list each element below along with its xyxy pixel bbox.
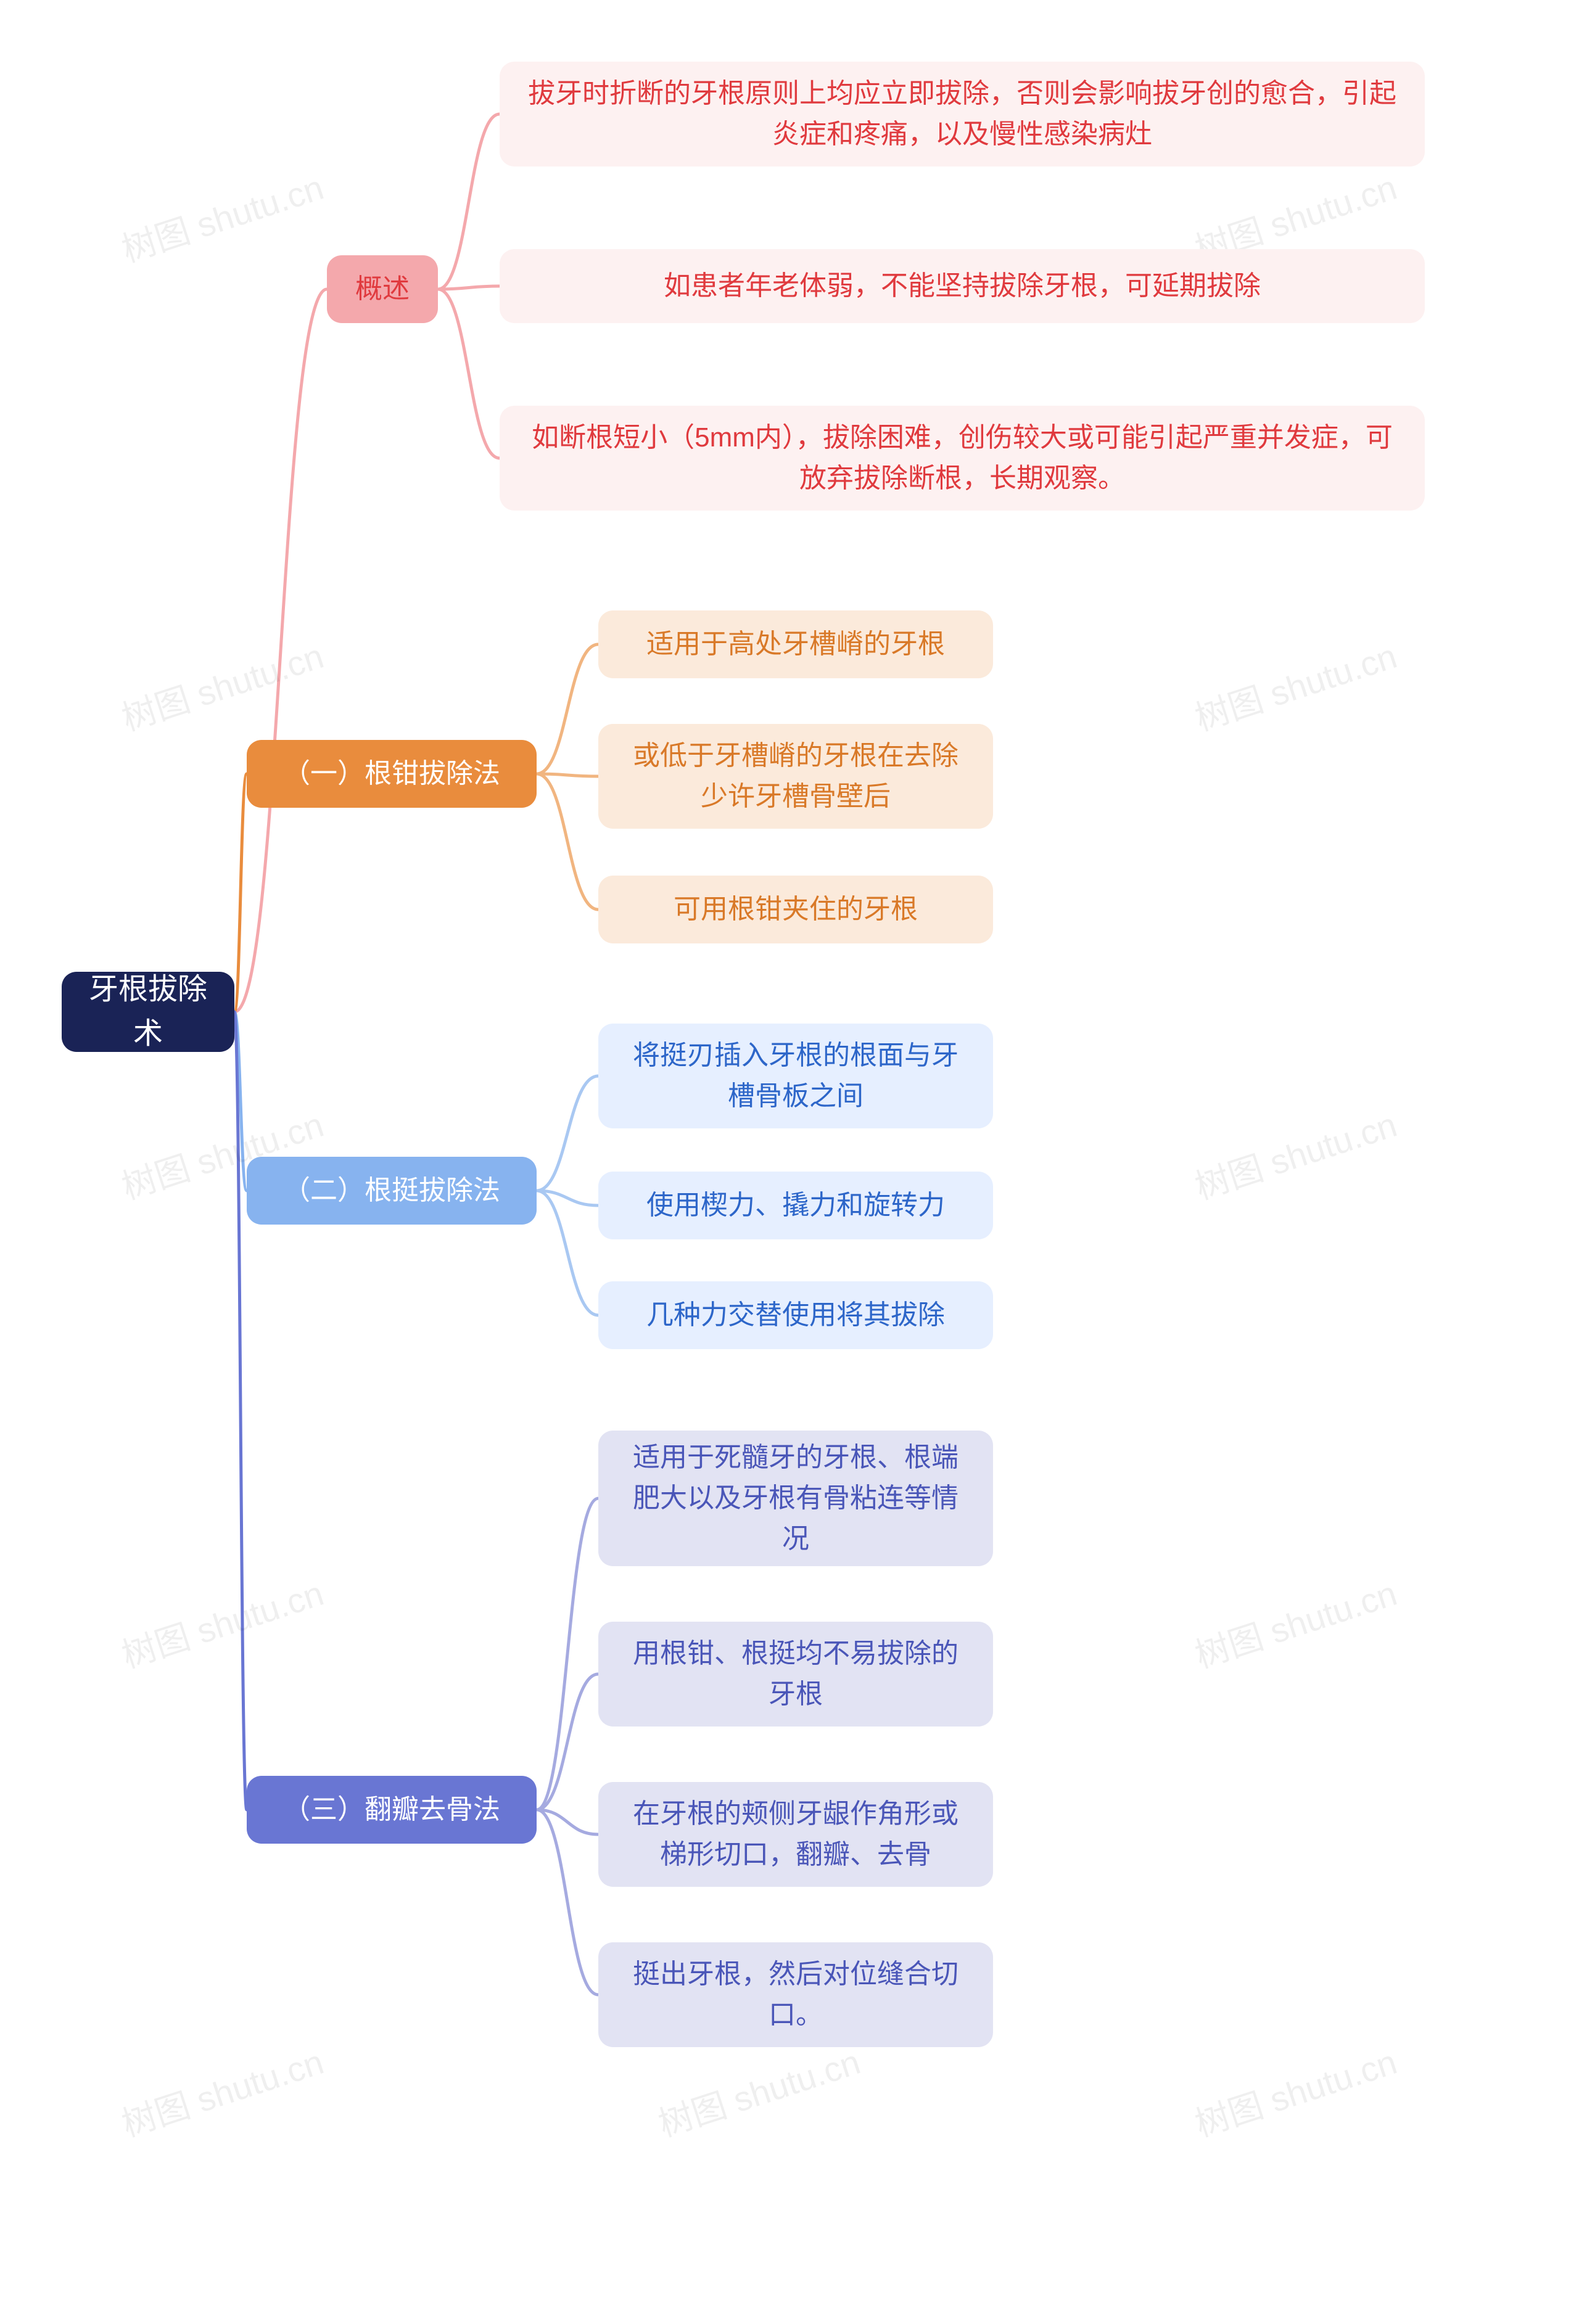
leaf-node: 在牙根的颊侧牙龈作角形或梯形切口，翻瓣、去骨: [598, 1782, 993, 1887]
leaf-node: 适用于死髓牙的牙根、根端肥大以及牙根有骨粘连等情况: [598, 1431, 993, 1566]
leaf-node: 几种力交替使用将其拔除: [598, 1281, 993, 1349]
watermark: 树图 shutu.cn: [115, 629, 329, 741]
leaf-node: 将挺刃插入牙根的根面与牙槽骨板之间: [598, 1024, 993, 1128]
leaf-node: 用根钳、根挺均不易拔除的牙根: [598, 1622, 993, 1727]
watermark: 树图 shutu.cn: [1188, 629, 1403, 741]
leaf-node: 如患者年老体弱，不能坚持拔除牙根，可延期拔除: [500, 249, 1425, 323]
leaf-node: 使用楔力、撬力和旋转力: [598, 1172, 993, 1239]
leaf-node: 可用根钳夹住的牙根: [598, 876, 993, 943]
leaf-node: 拔牙时折断的牙根原则上均应立即拔除，否则会影响拔牙创的愈合，引起炎症和疼痛，以及…: [500, 62, 1425, 166]
leaf-node: 或低于牙槽嵴的牙根在去除少许牙槽骨壁后: [598, 724, 993, 829]
leaf-node: 挺出牙根，然后对位缝合切口。: [598, 1942, 993, 2047]
root-node: 牙根拔除术: [62, 972, 234, 1052]
branch-b1: （一）根钳拔除法: [247, 740, 537, 808]
branch-b0: 概述: [327, 255, 438, 323]
leaf-node: 如断根短小（5mm内），拔除困难，创伤较大或可能引起严重并发症，可放弃拔除断根，…: [500, 406, 1425, 511]
watermark: 树图 shutu.cn: [115, 1566, 329, 1678]
watermark: 树图 shutu.cn: [1188, 1098, 1403, 1210]
watermark: 树图 shutu.cn: [1188, 1566, 1403, 1678]
watermark: 树图 shutu.cn: [651, 2035, 866, 2147]
leaf-node: 适用于高处牙槽嵴的牙根: [598, 610, 993, 678]
watermark: 树图 shutu.cn: [1188, 2035, 1403, 2147]
branch-b2: （二）根挺拔除法: [247, 1157, 537, 1225]
watermark: 树图 shutu.cn: [115, 2035, 329, 2147]
watermark: 树图 shutu.cn: [115, 160, 329, 273]
branch-b3: （三）翻瓣去骨法: [247, 1776, 537, 1844]
